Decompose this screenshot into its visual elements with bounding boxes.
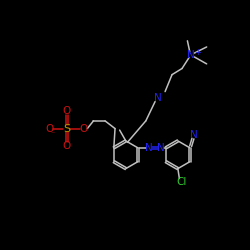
Text: ⁻: ⁻ bbox=[50, 130, 55, 138]
Text: +: + bbox=[194, 48, 201, 57]
Text: N: N bbox=[188, 50, 195, 60]
Text: O: O bbox=[79, 124, 88, 134]
Text: N: N bbox=[190, 130, 198, 140]
Text: N: N bbox=[154, 93, 161, 103]
Text: S: S bbox=[63, 124, 70, 134]
Text: N: N bbox=[145, 143, 152, 153]
Text: N: N bbox=[157, 143, 165, 153]
Text: O: O bbox=[62, 141, 71, 151]
Text: O: O bbox=[62, 106, 71, 116]
Text: Cl: Cl bbox=[176, 178, 187, 188]
Text: O: O bbox=[46, 124, 54, 134]
